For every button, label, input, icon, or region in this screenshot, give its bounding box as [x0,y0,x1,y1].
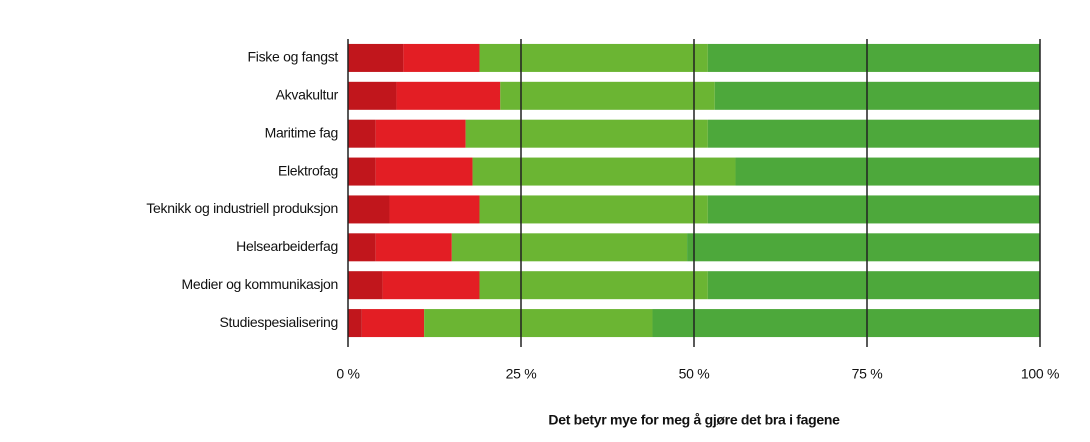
bar-segment [479,195,708,224]
bar-segment [472,157,736,186]
y-tick-label: Helsearbeiderfag [236,238,338,254]
bar-segment [348,271,383,300]
bar-segment [707,195,1040,224]
bar-segment [348,43,404,72]
bar-segment [375,157,473,186]
x-tick-label: 0 % [336,366,359,382]
bar-segment [479,43,708,72]
bar-segment [382,271,480,300]
bar-segment [348,81,397,110]
bar-segment [348,233,376,262]
bar-segment [375,119,466,148]
bar-segment [687,233,1040,262]
x-tick-label: 75 % [852,366,883,382]
bar-segment [348,119,376,148]
bar-segment [500,81,715,110]
bar-segment [735,157,1040,186]
x-tick-label: 100 % [1021,366,1059,382]
bar-segment [707,271,1040,300]
bar-segment [348,157,376,186]
bar-segment [479,271,708,300]
y-tick-label: Fiske og fangst [248,49,339,65]
bar-segment [375,233,452,262]
bar-segment [714,81,1040,110]
bar-segment [389,195,480,224]
bar-segment [465,119,708,148]
bar-segment [403,43,480,72]
bar-segment [707,119,1040,148]
y-tick-label: Teknikk og industriell produksjon [146,200,338,216]
bar-segment [424,309,653,338]
y-tick-label: Medier og kommunikasjon [181,276,338,292]
x-tick-label: 25 % [506,366,537,382]
bar-segment [396,81,501,110]
y-tick-label: Maritime fag [265,124,338,140]
bar-segment [451,233,688,262]
bar-segment [348,309,362,338]
bar-segment [361,309,425,338]
bar-segment [652,309,1040,338]
y-tick-label: Studiespesialisering [219,314,338,330]
y-tick-label: Akvakultur [276,87,339,103]
y-tick-label: Elektrofag [278,162,338,178]
bar-segment [707,43,1040,72]
x-axis-label: Det betyr mye for meg å gjøre det bra i … [548,412,840,428]
bar-segment [348,195,390,224]
x-tick-label: 50 % [679,366,710,382]
